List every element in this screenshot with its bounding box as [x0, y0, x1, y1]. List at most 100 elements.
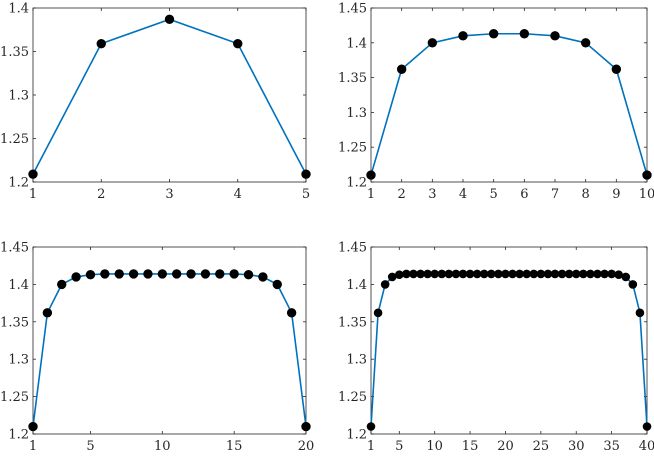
data-point: [114, 269, 124, 279]
data-point: [423, 269, 432, 279]
data-point: [557, 269, 567, 279]
x-tick-label: 30: [568, 439, 585, 454]
y-tick-label: 1.35: [0, 315, 29, 330]
axes-frame: [32, 246, 307, 435]
data-point: [215, 269, 225, 279]
data-point: [451, 269, 461, 279]
data-point: [536, 269, 546, 279]
data-point: [395, 270, 404, 279]
y-tick-label: 1.3: [346, 353, 367, 368]
x-tick-label: 1: [367, 187, 375, 202]
data-point: [642, 170, 652, 180]
subplot-3: 1 5 10 15 201.21.251.31.351.41.45: [0, 241, 314, 455]
data-point: [600, 269, 609, 279]
y-tick-label: 1.2: [8, 428, 29, 443]
y-tick-label: 1.35: [338, 315, 367, 330]
data-point: [85, 269, 96, 280]
y-tick-label: 1.35: [338, 71, 367, 86]
subplot-1: 1 2 3 4 5 1.2 1.25 1.3 1.35 1.4: [0, 2, 311, 202]
axes-frame: [370, 7, 648, 183]
x-tick-label: 10: [154, 439, 171, 454]
data-point: [229, 269, 239, 279]
x-tick-label: 4: [234, 187, 242, 202]
x-tick-label: 1: [29, 439, 37, 454]
x-tick-label: 5: [395, 439, 403, 454]
y-tick-label: 1.3: [346, 106, 367, 121]
data-point: [366, 422, 376, 431]
y-tick-label: 1.25: [0, 132, 29, 147]
data-point: [28, 421, 38, 432]
x-tick-label: 1: [29, 187, 37, 202]
x-tick-label: 20: [298, 439, 315, 454]
data-point: [409, 269, 418, 279]
data-point: [508, 269, 517, 279]
x-tick-label: 20: [497, 439, 514, 454]
x-tick-label: 5: [302, 187, 310, 202]
x-tick-label: 2: [398, 187, 406, 202]
x-tick-label: 10: [639, 187, 654, 202]
data-point: [42, 308, 53, 318]
x-tick-label: 10: [426, 439, 443, 454]
data-point: [571, 269, 581, 279]
x-tick-label: 8: [582, 187, 590, 202]
y-tick-label: 1.4: [346, 278, 367, 293]
data-point: [186, 269, 196, 279]
data-point: [550, 269, 560, 279]
y-tick-label: 1.2: [8, 176, 29, 191]
data-point: [380, 280, 390, 289]
data-point: [57, 279, 67, 290]
y-tick-label: 1.2: [346, 176, 367, 191]
x-tick-label: 5: [86, 439, 94, 454]
x-tick-label: 2: [97, 187, 105, 202]
data-point: [614, 270, 623, 279]
data-point: [71, 272, 81, 282]
y-tick-label: 1.25: [338, 390, 367, 405]
data-point: [642, 422, 652, 431]
data-point: [286, 308, 297, 318]
x-tick-label: 3: [428, 187, 436, 202]
y-tick-label: 1.35: [0, 45, 29, 60]
data-point: [96, 38, 106, 49]
subplot-4: 1 5 10 15 20 25 30 35 401.21.251.31.351.41.45: [338, 241, 654, 455]
data-point: [387, 272, 397, 282]
data-point: [579, 269, 588, 279]
data-point: [100, 269, 110, 279]
data-point: [519, 29, 530, 39]
y-tick-label: 1.3: [8, 89, 29, 104]
data-point: [586, 269, 595, 279]
data-point: [301, 169, 311, 179]
data-point: [487, 269, 496, 279]
y-tick-label: 1.45: [0, 241, 29, 256]
y-tick-label: 1.2: [346, 428, 367, 443]
data-point: [28, 169, 38, 179]
data-point: [458, 269, 468, 279]
data-point: [272, 279, 282, 290]
x-tick-label: 35: [603, 439, 620, 454]
data-point: [171, 269, 182, 279]
x-tick-label: 15: [226, 439, 243, 454]
data-point: [501, 269, 510, 279]
data-point: [157, 269, 168, 279]
data-point: [611, 64, 622, 74]
axes-frame: [370, 246, 648, 435]
data-point: [458, 31, 468, 41]
data-point: [522, 269, 531, 279]
data-point: [628, 280, 638, 289]
data-point: [164, 14, 175, 25]
x-tick-label: 25: [533, 439, 550, 454]
x-tick-label: 5: [490, 187, 498, 202]
data-point: [550, 31, 560, 41]
data-point: [607, 269, 616, 279]
data-point: [494, 269, 503, 279]
data-point: [301, 421, 311, 432]
y-tick-label: 1.25: [0, 390, 29, 405]
y-tick-label: 1.4: [8, 2, 29, 17]
data-point: [258, 272, 268, 282]
data-point: [416, 269, 425, 279]
data-point: [621, 272, 631, 282]
data-point: [488, 29, 499, 39]
data-point: [580, 38, 591, 48]
data-point: [402, 269, 411, 279]
